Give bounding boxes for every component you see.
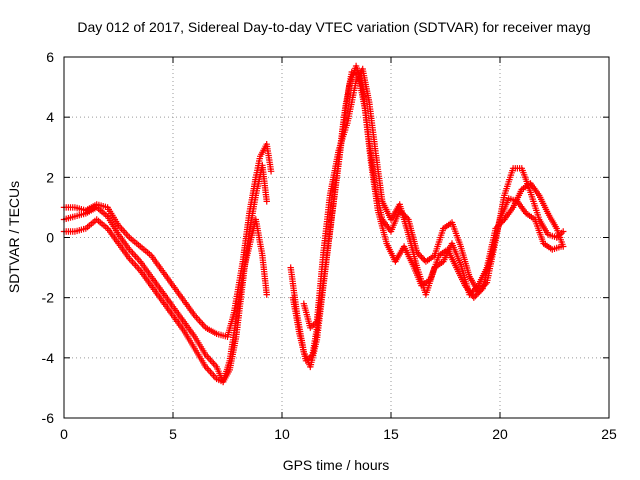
chart-title: Day 012 of 2017, Sidereal Day-to-day VTE… bbox=[77, 19, 590, 35]
x-tick-label: 5 bbox=[169, 426, 177, 442]
y-tick-label: 4 bbox=[46, 109, 54, 125]
y-tick-label: -2 bbox=[42, 290, 55, 306]
y-tick-label: 0 bbox=[46, 230, 54, 246]
data-point-marker bbox=[473, 283, 480, 291]
data-point-marker bbox=[267, 168, 275, 175]
grid bbox=[64, 57, 609, 418]
data-point-marker bbox=[476, 288, 483, 295]
data-point-marker bbox=[499, 217, 507, 225]
y-tick-label: -6 bbox=[42, 410, 55, 426]
data-point-marker bbox=[466, 291, 473, 298]
data-point-marker bbox=[419, 255, 427, 262]
series-track-f bbox=[300, 65, 567, 331]
x-tick-label: 25 bbox=[601, 426, 617, 442]
plot-frame bbox=[63, 56, 610, 419]
data-point-marker bbox=[470, 286, 477, 294]
x-tick-label: 15 bbox=[383, 426, 399, 442]
data-point-marker bbox=[496, 220, 504, 228]
data-point-marker bbox=[416, 252, 424, 259]
x-tick-label: 20 bbox=[492, 426, 508, 442]
data-point-marker bbox=[560, 228, 567, 235]
data-series bbox=[60, 62, 567, 386]
y-tick-label: 2 bbox=[46, 169, 54, 185]
data-point-marker bbox=[477, 286, 485, 294]
y-tick-label: 6 bbox=[46, 49, 54, 65]
data-point-marker bbox=[493, 223, 501, 231]
series-track-e bbox=[289, 68, 565, 364]
data-point-marker bbox=[472, 293, 479, 300]
y-tick-label: -4 bbox=[42, 350, 55, 366]
data-point-marker bbox=[560, 243, 567, 250]
data-point-marker bbox=[467, 290, 475, 297]
series-track-c bbox=[60, 216, 270, 386]
data-point-marker bbox=[498, 219, 505, 226]
y-axis-label: SDTVAR / TECUs bbox=[6, 181, 22, 293]
data-point-marker bbox=[418, 253, 425, 261]
series-track-a bbox=[60, 141, 275, 340]
x-axis-label: GPS time / hours bbox=[283, 457, 390, 473]
data-point-marker bbox=[492, 225, 499, 232]
data-point-marker bbox=[473, 291, 480, 298]
x-tick-label: 0 bbox=[60, 426, 68, 442]
data-point-marker bbox=[495, 222, 502, 229]
x-tick-label: 10 bbox=[274, 426, 290, 442]
data-point-marker bbox=[470, 294, 477, 301]
data-point-marker bbox=[263, 198, 270, 205]
data-point-marker bbox=[263, 291, 270, 298]
data-point-marker bbox=[472, 285, 479, 292]
